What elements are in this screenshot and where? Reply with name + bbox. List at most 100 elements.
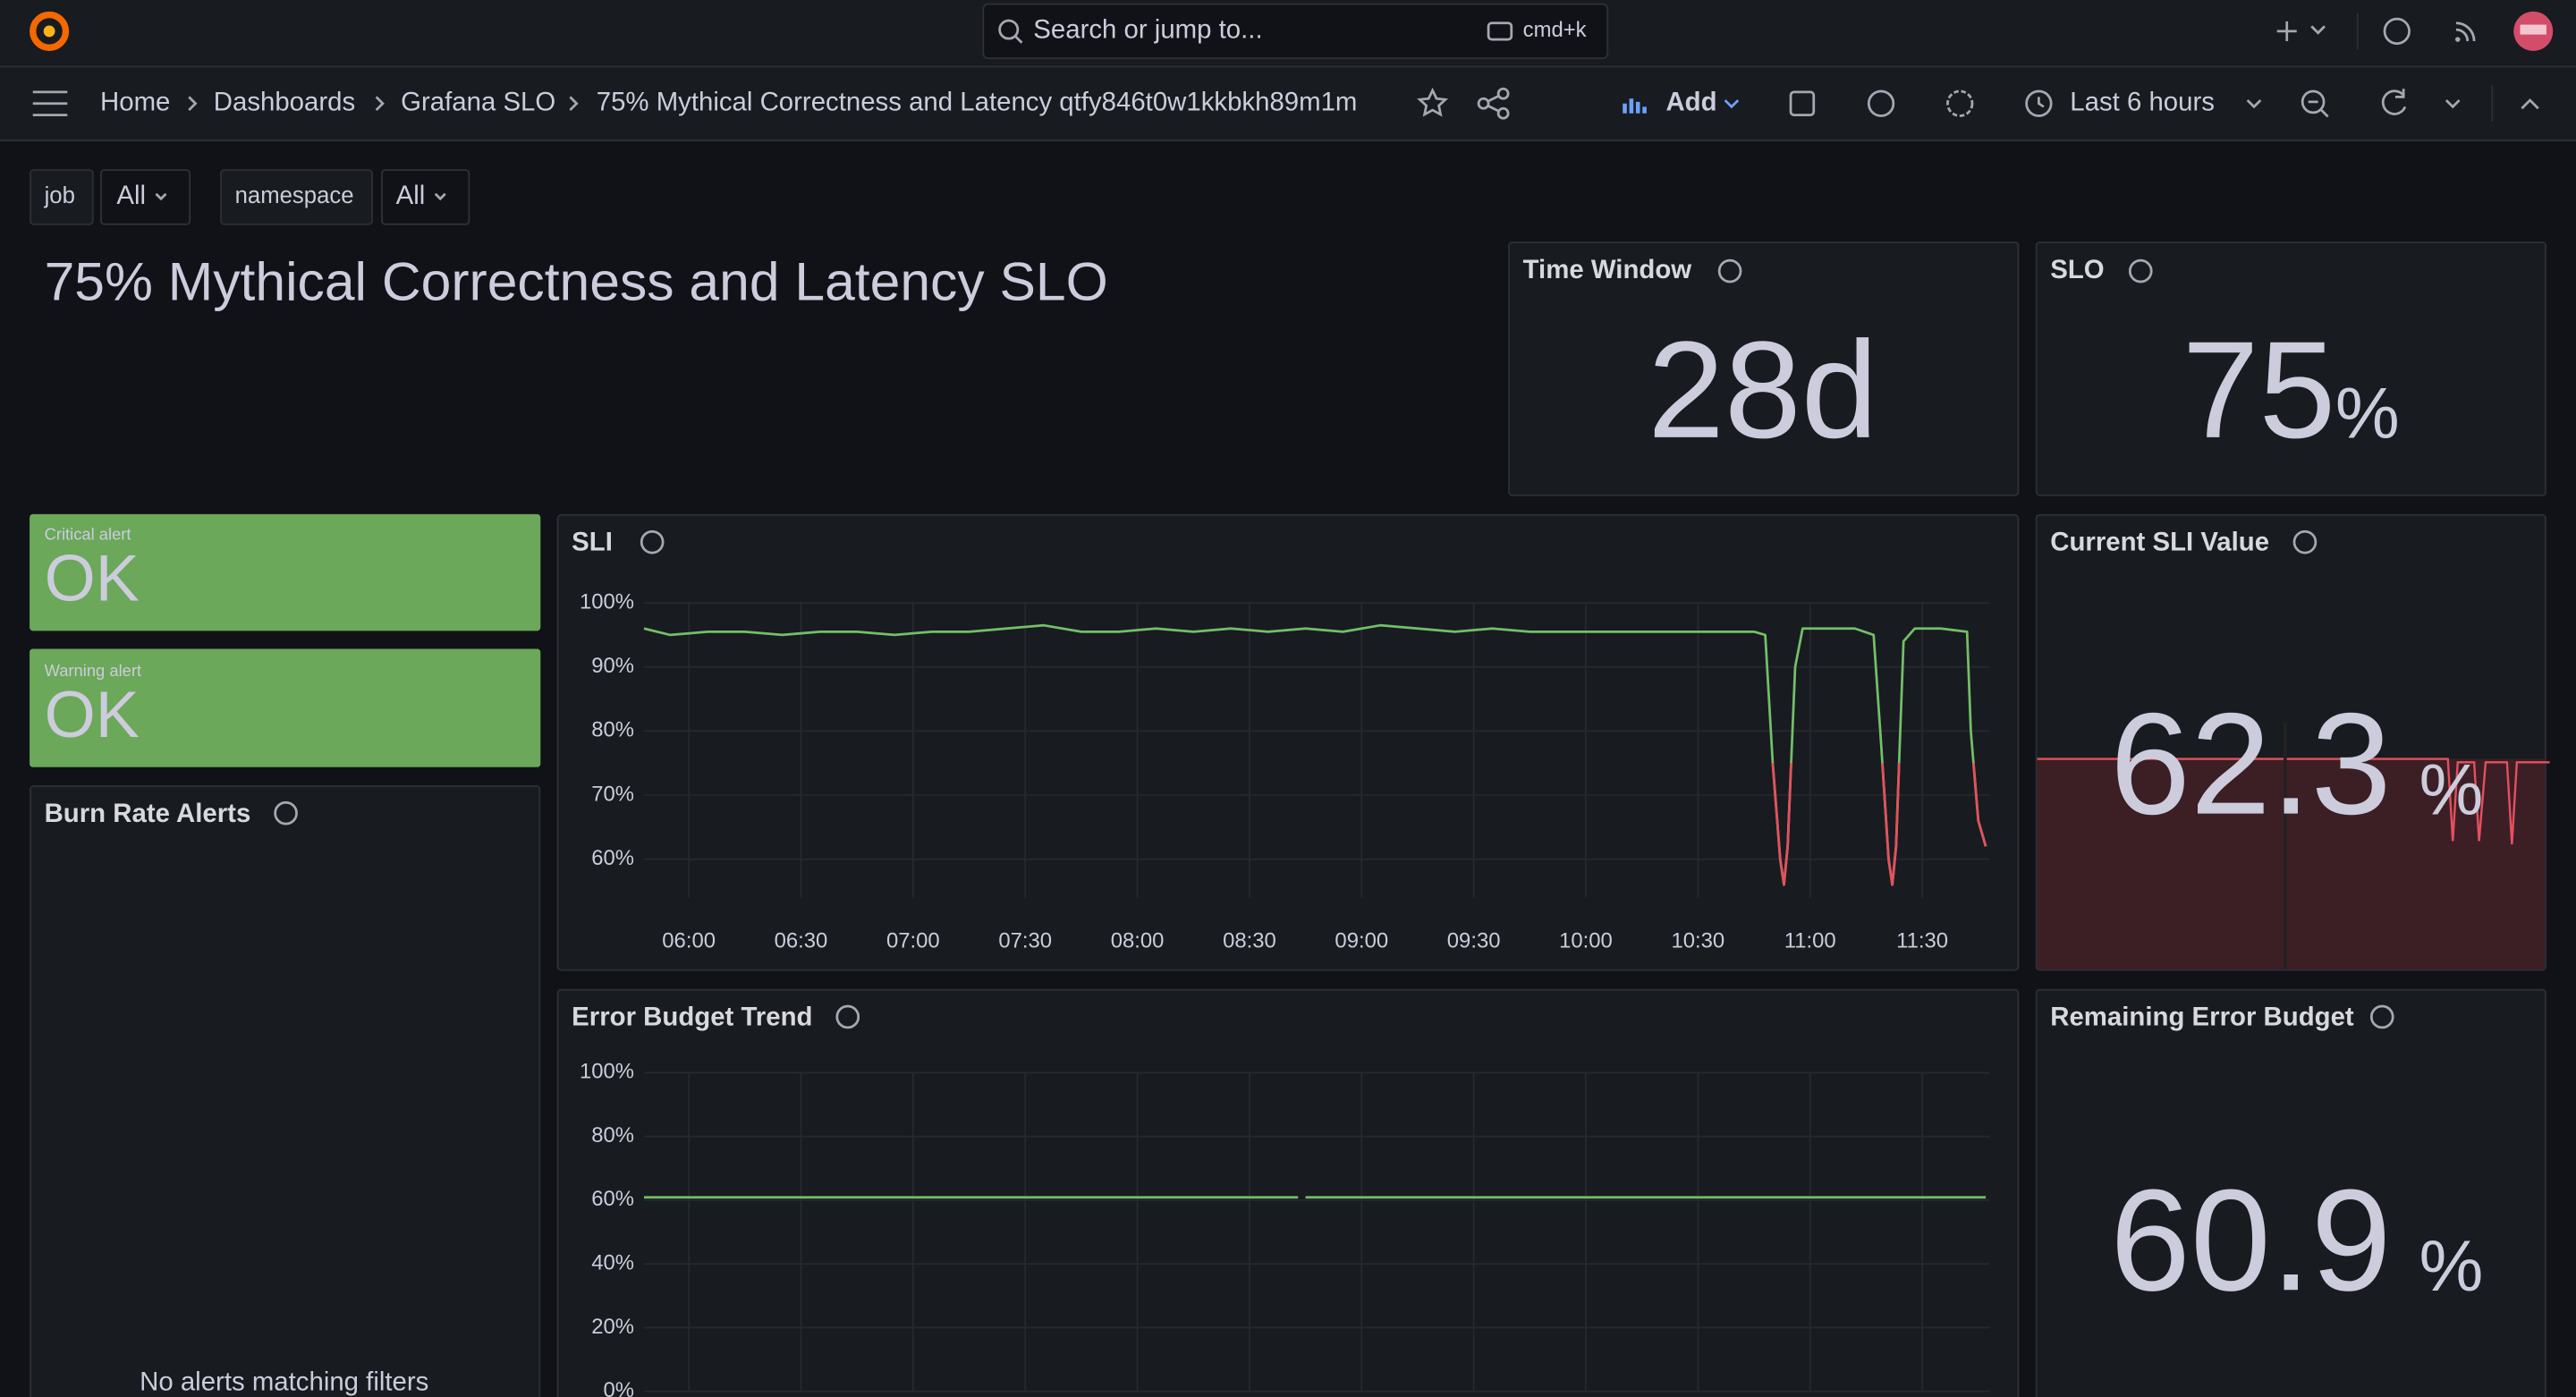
info-icon[interactable] <box>1717 258 1742 284</box>
logo <box>43 25 55 38</box>
stat-value: 62.3 <box>2110 684 2392 845</box>
breadcrumb-separator <box>188 96 198 112</box>
variable-select[interactable] <box>381 169 470 225</box>
shortcut: cmd+k <box>1523 18 1587 42</box>
x-tick-label: 10:30 <box>1671 929 1724 953</box>
panel <box>1508 241 2020 496</box>
search-icon <box>1014 35 1023 44</box>
info-icon[interactable] <box>1867 89 1895 117</box>
alert-status <box>30 513 541 631</box>
stat-value: 28d <box>1648 312 1877 467</box>
y-tick-label: 90% <box>591 654 634 678</box>
zoom-out-icon[interactable] <box>2301 89 2326 114</box>
variable-label-box <box>220 169 373 225</box>
breadcrumb[interactable]: Home <box>100 88 170 117</box>
info-icon[interactable] <box>2128 258 2153 284</box>
x-tick-label: 08:00 <box>1111 929 1165 953</box>
y-tick-label: 80% <box>591 1123 634 1147</box>
info-icon[interactable] <box>2369 1004 2394 1029</box>
info-icon[interactable] <box>274 800 298 826</box>
y-tick-label: 100% <box>580 1060 634 1084</box>
stat-value: 60.9 <box>2110 1160 2392 1321</box>
add-button[interactable]: Add <box>1623 88 1740 117</box>
menu-icon[interactable] <box>32 90 68 116</box>
x-tick-label: 07:30 <box>998 929 1052 953</box>
share-icon[interactable] <box>1477 87 1510 120</box>
search-placeholder: Search or jump to... <box>1033 15 1262 45</box>
settings-icon[interactable] <box>1946 89 1974 117</box>
plus-icon <box>2276 21 2297 41</box>
news-icon[interactable] <box>2455 21 2476 42</box>
save-icon[interactable] <box>1789 90 1816 116</box>
series-line-below-threshold <box>1771 763 1987 886</box>
x-tick-label: 06:30 <box>775 929 828 953</box>
breadcrumb-current: 75% Mythical Correctness and Latency qtf… <box>597 88 1358 117</box>
dashboard-title: 75% Mythical Correctness and Latency SLO <box>45 251 1108 312</box>
breadcrumb-separator <box>569 96 579 112</box>
x-tick-label: 09:00 <box>1335 929 1388 953</box>
panel <box>2035 241 2546 496</box>
chevron <box>1724 99 1740 109</box>
x-tick-label: 07:00 <box>886 929 940 953</box>
add-label: Add <box>1665 88 1716 117</box>
breadcrumb[interactable]: Dashboards <box>214 88 355 117</box>
panel <box>556 513 2020 971</box>
info-icon[interactable] <box>2292 529 2318 555</box>
share-icon <box>1496 87 1510 100</box>
sparkline <box>2037 758 2550 845</box>
panel-title: Burn Rate Alerts <box>45 799 251 828</box>
keyboard-icon <box>1487 21 1513 41</box>
chevron <box>2310 25 2326 35</box>
panel <box>2035 988 2546 1397</box>
panel <box>556 988 2020 1397</box>
panel-title: Current SLI Value <box>2050 528 2269 557</box>
avatar <box>2520 24 2546 35</box>
info-icon[interactable] <box>835 1004 860 1029</box>
panel-title: SLO <box>2050 255 2104 284</box>
variable-value: All <box>396 181 426 210</box>
search-box[interactable] <box>982 3 1609 60</box>
share-icon <box>1477 97 1490 110</box>
y-tick-label: 20% <box>591 1315 634 1339</box>
y-tick-label: 70% <box>591 782 634 806</box>
share-icon <box>1487 95 1499 113</box>
time-range: Last 6 hours <box>2070 88 2215 117</box>
share-icon <box>1496 106 1510 120</box>
chevron <box>2246 99 2262 109</box>
stat-unit: % <box>2335 374 2400 454</box>
star-icon[interactable] <box>1417 87 1449 117</box>
x-tick-label: 11:00 <box>1784 929 1836 953</box>
sparkline-area <box>2037 758 2546 969</box>
panel-title: Error Budget Trend <box>572 1003 812 1032</box>
y-tick-label: 80% <box>591 718 634 742</box>
panel-title: Remaining Error Budget <box>2050 1003 2354 1032</box>
collapse-icon[interactable] <box>2521 98 2539 110</box>
variable-select[interactable] <box>100 169 191 225</box>
refresh-interval[interactable] <box>2445 99 2461 109</box>
time-picker[interactable]: Last 6 hours <box>2025 88 2262 117</box>
grafana-logo[interactable] <box>30 11 70 51</box>
info-icon[interactable] <box>640 529 665 555</box>
alert-label: Critical alert <box>45 525 131 544</box>
x-tick-label: 08:30 <box>1223 929 1276 953</box>
add-icon <box>1623 98 1647 114</box>
help-icon[interactable] <box>2383 17 2411 46</box>
news-icon <box>2455 37 2461 42</box>
x-tick-label: 10:00 <box>1559 929 1613 953</box>
breadcrumb-separator <box>375 96 385 112</box>
variable-label-box <box>30 169 94 225</box>
new-button[interactable] <box>2276 21 2326 41</box>
panel-title: Time Window <box>1523 255 1692 284</box>
refresh-icon[interactable] <box>2381 89 2407 115</box>
alert-status <box>30 648 541 767</box>
stat-value: 75 <box>2182 312 2336 467</box>
clock-icon <box>2025 89 2053 117</box>
variable-label: namespace <box>235 183 354 208</box>
chevron <box>434 192 446 201</box>
x-tick-label: 09:30 <box>1447 929 1501 953</box>
x-tick-label: 11:30 <box>1896 929 1948 953</box>
zoom-out-icon <box>2308 100 2329 118</box>
breadcrumb[interactable]: Grafana SLO <box>401 88 555 117</box>
panel-title: SLI <box>572 528 613 557</box>
